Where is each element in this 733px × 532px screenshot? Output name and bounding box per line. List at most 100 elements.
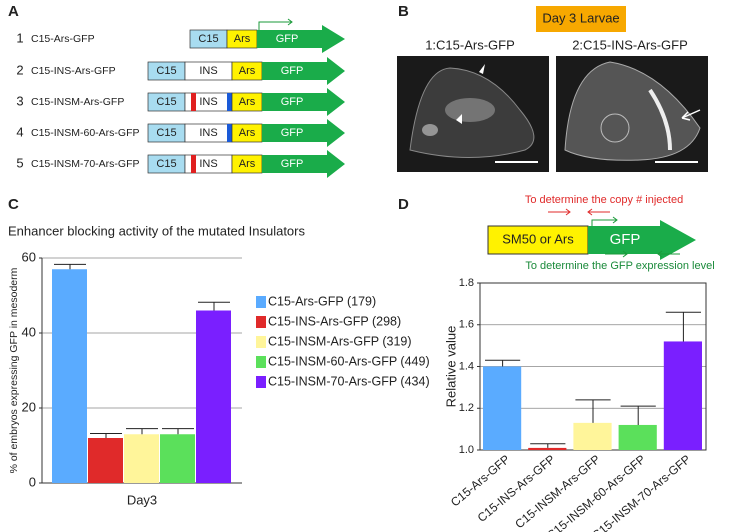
x-tick-label: Day3 <box>127 492 157 507</box>
element-label: GFP <box>281 158 304 170</box>
element-label: C15 <box>156 65 176 77</box>
construct-number: 1 <box>16 30 23 45</box>
construct-number: 3 <box>16 93 23 108</box>
y-tick-label: 1.2 <box>459 402 474 414</box>
larvae-title: Day 3 Larvae <box>542 10 619 25</box>
panel-label: C <box>8 196 19 213</box>
gfp-arrow <box>262 88 345 116</box>
mutation-mark <box>227 93 232 111</box>
construct-name: C15-INS-Ars-GFP <box>31 65 116 77</box>
element-label: C15 <box>156 158 176 170</box>
construct-name: C15-INSM-Ars-GFP <box>31 96 124 108</box>
construct-number: 2 <box>16 62 23 77</box>
tss-arrow <box>258 18 293 30</box>
legend-swatch <box>256 316 266 328</box>
error-bar <box>530 443 566 448</box>
bar <box>196 310 231 483</box>
image-label: 2:C15-INS-Ars-GFP <box>572 37 688 52</box>
primer-arrows <box>548 208 610 216</box>
legend-label: C15-INSM-Ars-GFP (319) <box>268 334 412 348</box>
mutation-mark <box>191 93 196 111</box>
tss-arrow <box>591 216 618 228</box>
expression-note: To determine the GFP expression level <box>525 260 714 272</box>
element-label: Ars <box>239 96 256 108</box>
element-label: INS <box>199 127 217 139</box>
element-label: GFP <box>281 96 304 108</box>
y-axis-label: % of embryos expressing GFP in mesoderm <box>8 267 20 473</box>
bar <box>483 366 522 450</box>
bar <box>528 447 567 450</box>
micrograph <box>397 56 549 172</box>
promoter-box <box>487 225 589 255</box>
gfp-arrow <box>262 119 345 147</box>
element-label: Ars <box>239 65 256 77</box>
legend-swatch <box>256 376 266 388</box>
gfp-arrow <box>262 57 345 85</box>
element-label: GFP <box>276 33 299 45</box>
gfp-arrow <box>588 220 696 260</box>
legend-swatch <box>256 336 266 348</box>
error-bar <box>485 359 521 367</box>
title-box <box>536 6 626 32</box>
panel-label: A <box>8 3 19 20</box>
bar <box>88 438 123 483</box>
element-label: Ars <box>234 33 251 45</box>
y-tick-label: 20 <box>22 399 36 414</box>
legend-label: C15-INSM-70-Ars-GFP (434) <box>268 374 430 388</box>
element-label: Ars <box>239 158 256 170</box>
legend-label: C15-INSM-60-Ars-GFP (449) <box>268 354 430 368</box>
element-label: GFP <box>281 127 304 139</box>
panel-label: D <box>398 196 409 213</box>
primer-arrows <box>605 250 680 258</box>
error-bar <box>90 433 122 438</box>
copy-note: To determine the copy # injected <box>525 194 683 206</box>
y-tick-label: 1.6 <box>459 319 474 331</box>
y-axis-label: Relative value <box>443 326 458 408</box>
bar <box>663 341 702 450</box>
construct-name: C15-Ars-GFP <box>31 33 95 45</box>
construct-number: 4 <box>16 124 23 139</box>
element-label: Ars <box>239 127 256 139</box>
x-tick-label: C15-INS-Ars-GFP <box>475 452 558 525</box>
element-label: INS <box>199 158 217 170</box>
bar <box>160 434 195 483</box>
y-tick-label: 1.0 <box>459 444 474 456</box>
chart-title: Enhancer blocking activity of the mutate… <box>8 223 305 238</box>
gfp-label: GFP <box>610 231 641 248</box>
y-tick-label: 40 <box>22 324 36 339</box>
bar <box>573 422 612 450</box>
element-label: C15 <box>198 33 218 45</box>
gfp-arrow <box>257 25 345 53</box>
error-bar <box>665 311 701 342</box>
y-tick-label: 60 <box>22 249 36 264</box>
y-tick-label: 1.4 <box>459 360 474 372</box>
element-label: GFP <box>281 65 304 77</box>
error-bar <box>198 301 230 311</box>
error-bar <box>620 405 656 425</box>
promoter-label: SM50 or Ars <box>502 231 574 246</box>
legend-label: C15-INS-Ars-GFP (298) <box>268 314 401 328</box>
construct-name: C15-INSM-60-Ars-GFP <box>31 127 140 139</box>
panel-label: B <box>398 3 409 20</box>
error-bar <box>162 428 194 435</box>
y-tick-label: 0 <box>29 474 36 489</box>
micrograph <box>556 56 708 172</box>
mutation-mark <box>191 155 196 173</box>
legend-swatch <box>256 296 266 308</box>
image-label: 1:C15-Ars-GFP <box>425 37 515 52</box>
gfp-arrow <box>262 150 345 178</box>
element-label: INS <box>199 65 217 77</box>
element-label: C15 <box>156 96 176 108</box>
error-bar <box>575 399 611 423</box>
error-bar <box>54 263 86 270</box>
mutation-mark <box>227 124 232 142</box>
element-label: C15 <box>156 127 176 139</box>
error-bar <box>126 428 158 435</box>
construct-number: 5 <box>16 155 23 170</box>
legend-swatch <box>256 356 266 368</box>
legend-label: C15-Ars-GFP (179) <box>268 294 376 308</box>
construct-name: C15-INSM-70-Ars-GFP <box>31 158 140 170</box>
element-label: INS <box>199 96 217 108</box>
y-tick-label: 1.8 <box>459 277 474 289</box>
bar <box>52 269 87 483</box>
